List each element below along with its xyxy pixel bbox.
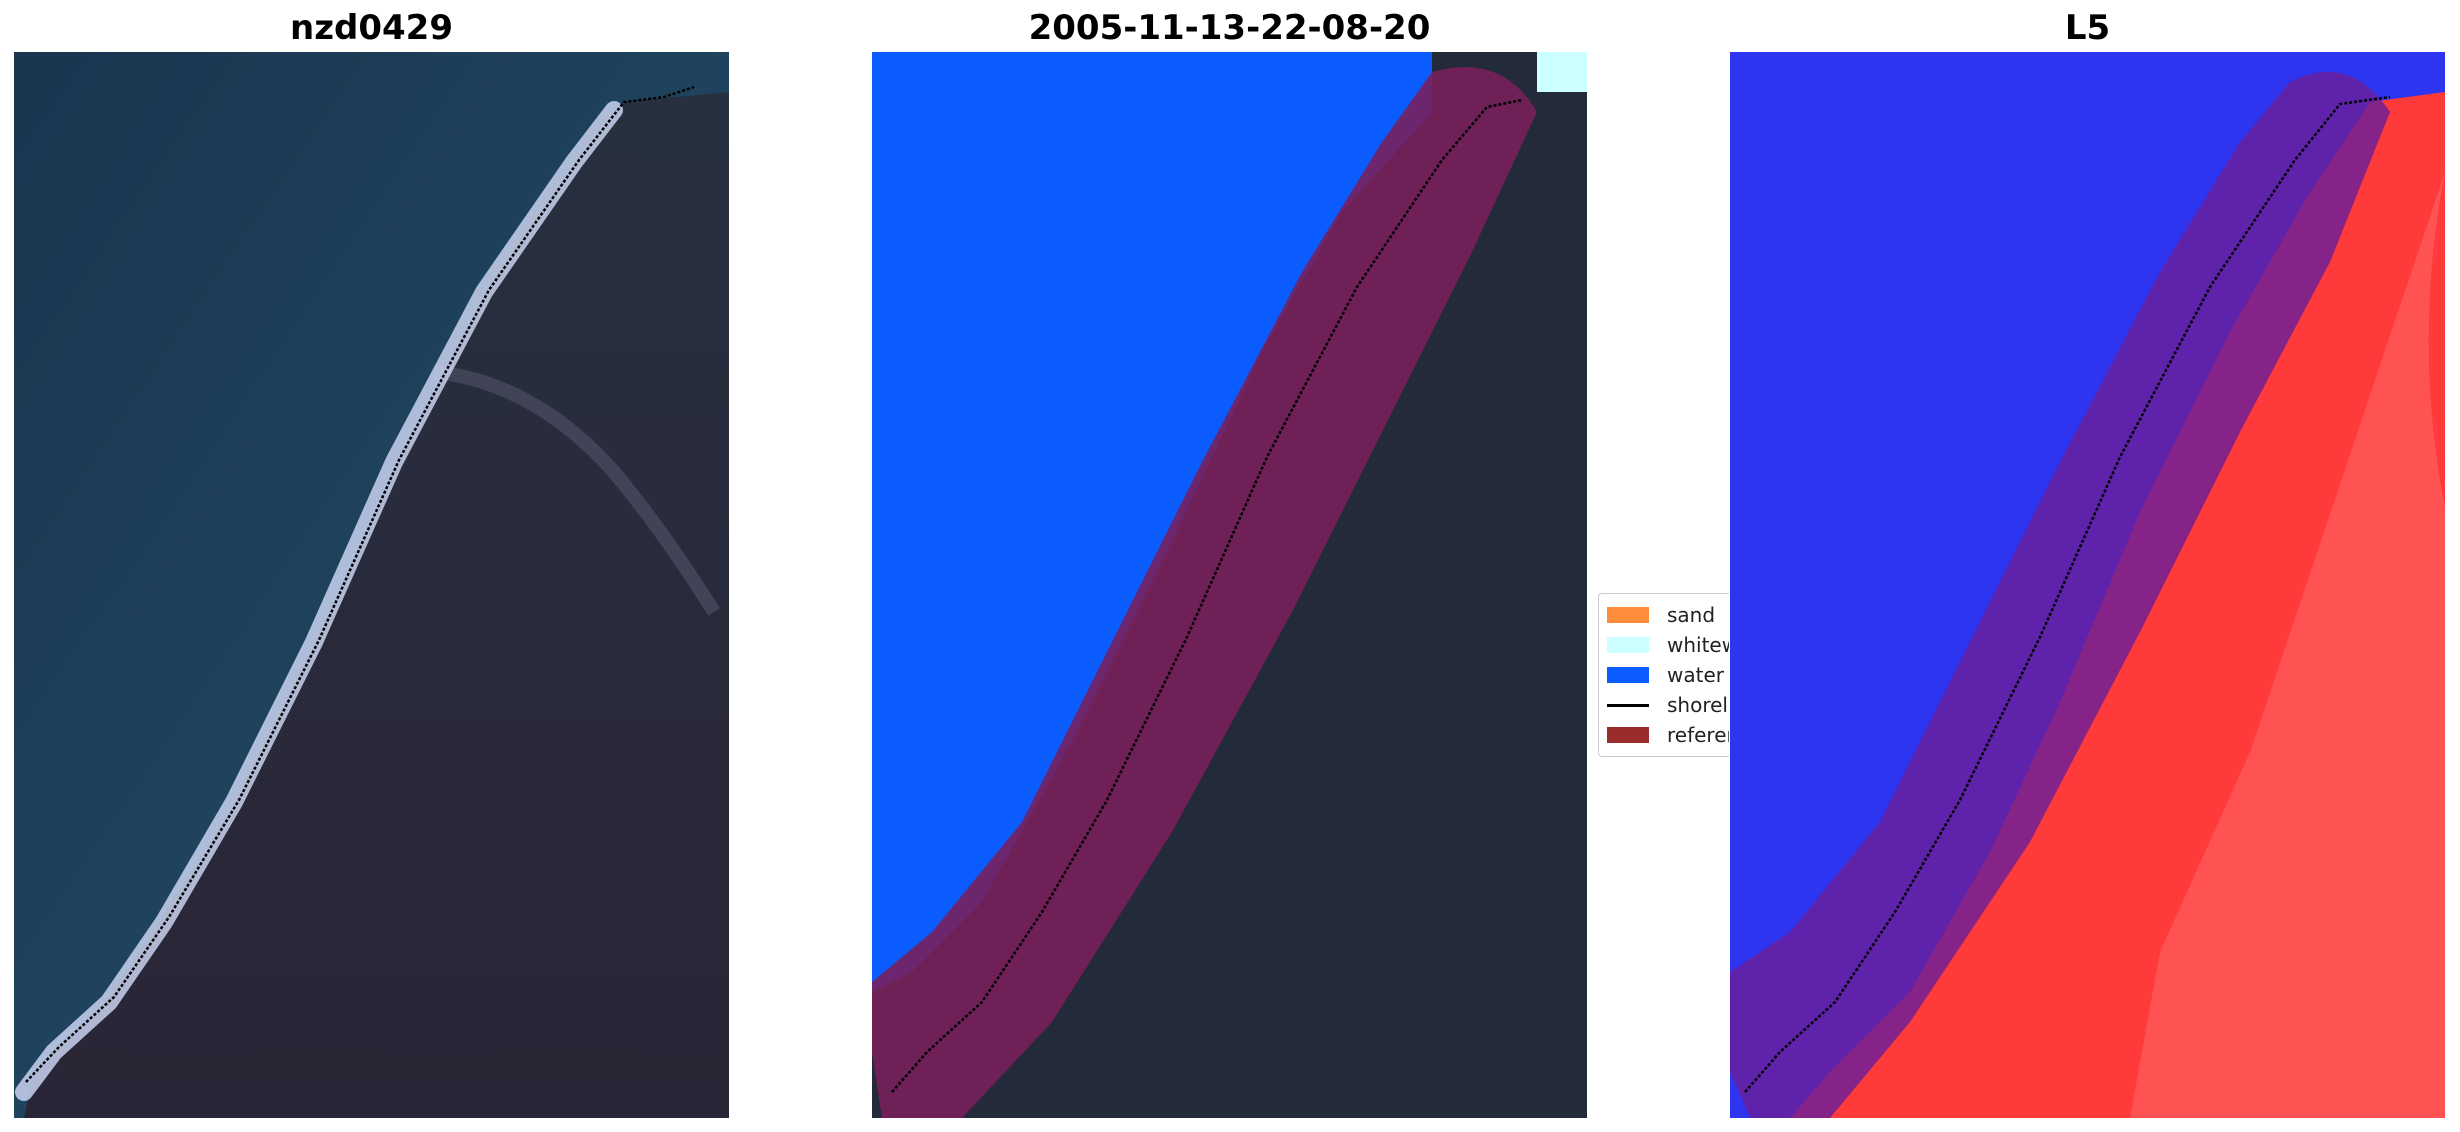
shoreline [891, 98, 1523, 1093]
shoreline [1744, 95, 2391, 1093]
legend-item-water: water [1607, 660, 1724, 690]
legend-label: water [1667, 663, 1724, 687]
index-panel [1730, 52, 2445, 1118]
legend-item-sand: sand [1607, 600, 1715, 630]
legend-item-reference-buffer: reference shoreline buffer [1607, 720, 1729, 750]
panel-title-index: L5 [2064, 8, 2111, 48]
whitewater-swatch [1607, 637, 1649, 653]
legend-item-shoreline: shoreline [1607, 690, 1729, 720]
rgb-image [14, 52, 729, 1118]
legend-label: sand [1667, 603, 1716, 627]
sand-swatch [1607, 607, 1649, 623]
reference-shoreline-buffer [1730, 72, 2390, 1118]
classification-image [872, 52, 1587, 1118]
shoreline-line-swatch [1607, 703, 1649, 707]
legend-label: shoreline [1667, 693, 1729, 717]
index-image [1730, 52, 2445, 1118]
water-class-area [872, 52, 1432, 992]
surf-zone [15, 101, 623, 1101]
legend-label: reference shoreline buffer [1667, 723, 1729, 747]
index-land-light [2130, 172, 2445, 1118]
panel-title-classification: 2005-11-13-22-08-20 [1028, 8, 1431, 48]
rgb-image-panel [14, 52, 729, 1118]
panel-title-rgb: nzd0429 [290, 8, 453, 48]
classification-panel [872, 52, 1587, 1118]
whitewater-patch [1537, 52, 1587, 92]
river-channel [433, 365, 720, 616]
reference-shoreline-buffer [872, 67, 1537, 1118]
reference-buffer-swatch [1607, 727, 1649, 743]
shoreline [25, 85, 695, 1083]
water-swatch [1607, 667, 1649, 683]
